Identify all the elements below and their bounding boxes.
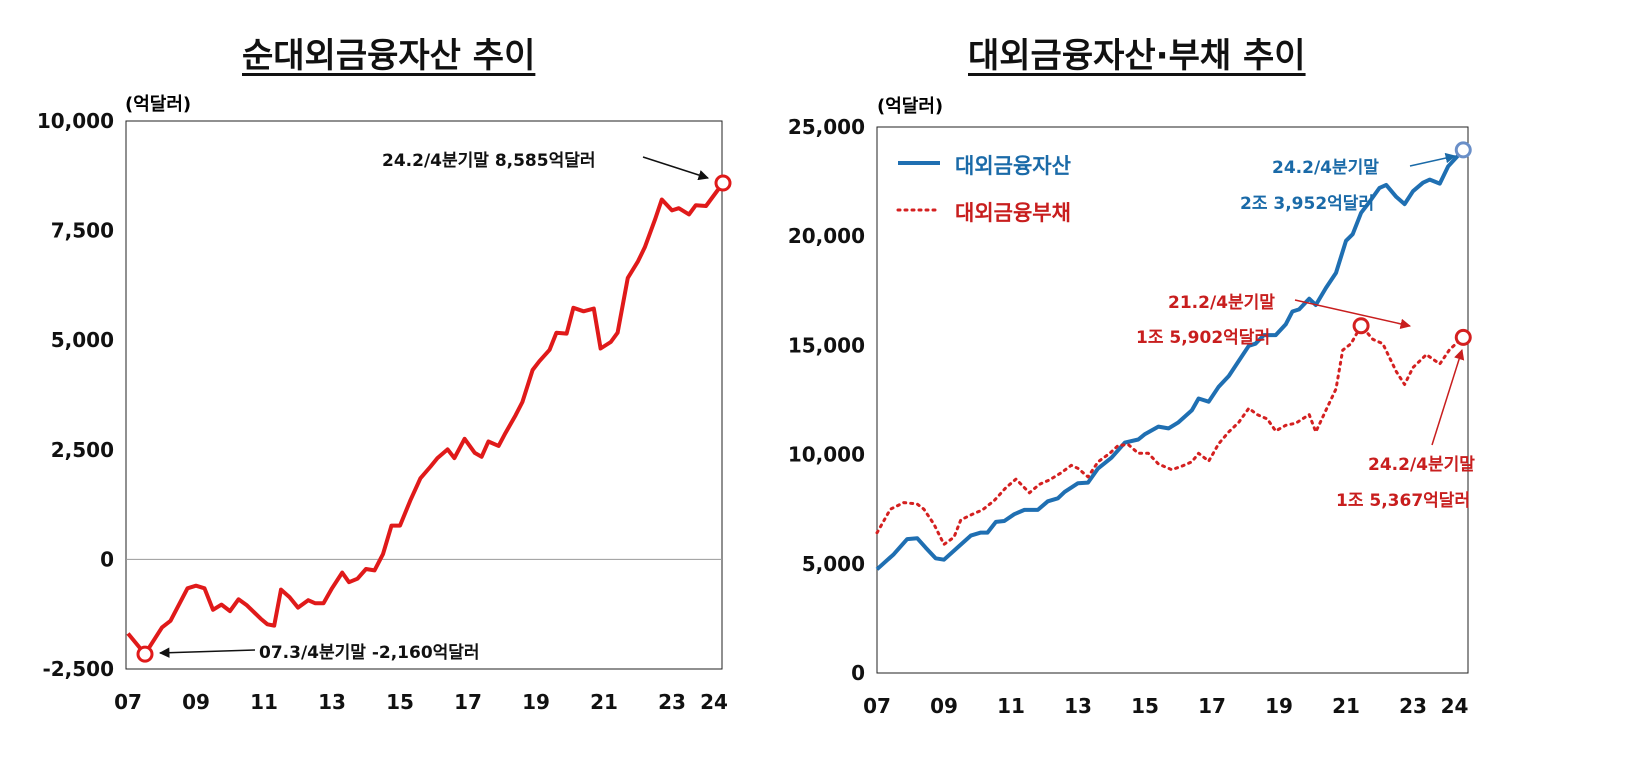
x-tick-label: 11: [997, 694, 1025, 718]
y-tick-label: 10,000: [788, 443, 865, 467]
y-tick-label: 0: [851, 661, 865, 685]
x-tick-label: 19: [1265, 694, 1293, 718]
x-tick-label: 09: [930, 694, 958, 718]
left-chart-title: 순대외금융자산 추이: [242, 36, 536, 76]
annotation-net-min: 07.3/4분기말 -2,160억달러: [259, 643, 480, 663]
y-tick-label: 15,000: [788, 333, 865, 357]
x-tick-label: 23: [658, 690, 686, 714]
x-tick-label: 17: [1198, 694, 1226, 718]
x-tick-label: 21: [1332, 694, 1360, 718]
legend-label-assets: 대외금융자산: [955, 154, 1071, 178]
x-tick-label: 19: [522, 690, 550, 714]
y-tick-label: 2,500: [51, 438, 114, 462]
highlight-marker: [1454, 328, 1472, 346]
y-tick-label: 5,000: [802, 552, 865, 576]
y-tick-label: 20,000: [788, 224, 865, 248]
arrow-net-end: [642, 156, 709, 181]
x-tick-label: 21: [590, 690, 618, 714]
x-tick-label: 15: [1131, 694, 1159, 718]
x-tick-label: 11: [250, 690, 278, 714]
y-tick-label: 5,000: [51, 328, 114, 352]
plot-frame: [876, 126, 1469, 674]
y-tick-label: 7,500: [51, 219, 114, 243]
annotation-net-end: 24.2/4분기말 8,585억달러: [382, 151, 596, 171]
y-tick-label: 0: [100, 547, 114, 571]
x-tick-label: 24: [1441, 694, 1469, 718]
left-unit-label: (억달러): [125, 94, 192, 115]
annotation-liab-end-line2: 1조 5,367억달러: [1336, 491, 1471, 511]
arrow-net-min: [158, 647, 256, 658]
x-tick-label: 13: [1064, 694, 1092, 718]
x-tick-label: 09: [182, 690, 210, 714]
x-tick-label: 07: [114, 690, 142, 714]
y-tick-label: 10,000: [37, 109, 114, 133]
x-tick-label: 23: [1399, 694, 1427, 718]
arrow-liab-end: [1431, 348, 1465, 446]
y-tick-label: -2,500: [42, 657, 114, 681]
annotation-liab-end-line1: 24.2/4분기말: [1368, 455, 1475, 475]
arrow-assets-end: [1409, 152, 1457, 167]
x-tick-label: 24: [700, 690, 728, 714]
highlight-marker: [136, 645, 154, 663]
arrow-liab-peak: [1294, 299, 1412, 330]
x-tick-label: 17: [454, 690, 482, 714]
series-line-liabilities: [875, 324, 1465, 546]
annotation-liab-peak-line2: 1조 5,902억달러: [1136, 328, 1271, 348]
right-unit-label: (억달러): [877, 96, 944, 117]
plot-frame: [125, 120, 723, 670]
chart-1: 25,000 20,000 15,000 10,000 5,000 0 07 09 11 13 15…: [788, 115, 1472, 718]
x-tick-label: 15: [386, 690, 414, 714]
x-tick-label: 07: [863, 694, 891, 718]
right-chart-title: 대외금융자산·부채 추이: [968, 36, 1306, 76]
series-line-net: [126, 181, 725, 657]
annotation-liab-peak-line1: 21.2/4분기말: [1168, 293, 1275, 313]
series-line-assets: [875, 148, 1465, 571]
annotation-assets-end-line1: 24.2/4분기말: [1272, 158, 1379, 178]
annotation-assets-end-line2: 2조 3,952억달러: [1240, 194, 1375, 214]
highlight-marker: [1352, 317, 1370, 335]
x-tick-label: 13: [318, 690, 346, 714]
y-tick-label: 25,000: [788, 115, 865, 139]
legend-label-liabilities: 대외금융부채: [955, 201, 1071, 225]
highlight-marker: [1454, 141, 1472, 159]
highlight-marker: [714, 174, 732, 192]
